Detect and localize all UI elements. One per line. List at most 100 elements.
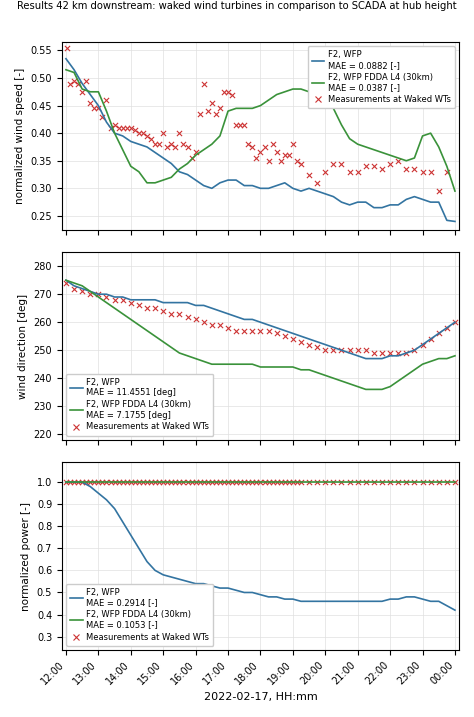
Point xyxy=(248,325,256,336)
Y-axis label: wind direction [deg]: wind direction [deg] xyxy=(18,293,28,399)
Point xyxy=(62,277,70,289)
Point xyxy=(204,105,211,117)
Point xyxy=(78,86,86,98)
Point xyxy=(143,476,151,488)
Point xyxy=(240,325,248,336)
Point xyxy=(99,476,106,488)
Point xyxy=(192,313,200,325)
Point xyxy=(265,476,273,488)
Point xyxy=(111,476,118,488)
Point xyxy=(188,152,195,163)
Point xyxy=(200,476,208,488)
Point xyxy=(127,122,135,133)
Point xyxy=(240,476,248,488)
Point xyxy=(378,163,386,175)
Point xyxy=(167,138,175,150)
Point xyxy=(297,158,305,169)
Point xyxy=(273,147,281,158)
Point xyxy=(184,311,191,323)
Point xyxy=(200,316,208,328)
Point xyxy=(293,476,301,488)
Point xyxy=(313,476,321,488)
Point xyxy=(172,141,179,153)
Point xyxy=(419,339,426,351)
Point xyxy=(370,161,378,172)
Point xyxy=(253,152,260,163)
Point xyxy=(147,133,155,144)
Point xyxy=(127,297,135,308)
Point xyxy=(289,476,297,488)
Point xyxy=(127,476,135,488)
Point xyxy=(410,163,418,175)
Point xyxy=(378,347,386,358)
Point xyxy=(427,476,435,488)
Point xyxy=(237,119,244,130)
Point xyxy=(159,128,167,139)
Point xyxy=(443,322,451,333)
Point xyxy=(269,476,276,488)
Point xyxy=(220,86,228,98)
Point xyxy=(386,476,394,488)
Point xyxy=(192,147,200,158)
Point xyxy=(248,141,256,153)
Point xyxy=(273,328,281,339)
Point xyxy=(419,476,426,488)
Point xyxy=(147,476,155,488)
Point xyxy=(176,476,183,488)
Point xyxy=(253,476,260,488)
Point xyxy=(427,333,435,345)
Point xyxy=(256,325,264,336)
Point xyxy=(281,331,289,342)
Point xyxy=(240,119,248,130)
Legend: F2, WFP
MAE = 11.4551 [deg], F2, WFP FDDA L4 (30km)
MAE = 7.1755 [deg], Measurem: F2, WFP MAE = 11.4551 [deg], F2, WFP FDD… xyxy=(66,374,213,436)
Point xyxy=(245,138,252,150)
Point xyxy=(346,344,354,356)
Point xyxy=(277,155,284,166)
Point xyxy=(265,155,273,166)
Point xyxy=(180,138,187,150)
Point xyxy=(74,77,82,89)
Point xyxy=(329,158,337,169)
Point xyxy=(289,138,297,150)
Point xyxy=(86,288,94,300)
Point xyxy=(82,476,90,488)
Point xyxy=(224,322,232,333)
Point xyxy=(237,476,244,488)
Point xyxy=(103,291,110,303)
Point xyxy=(216,476,224,488)
Point xyxy=(305,476,313,488)
Point xyxy=(159,305,167,317)
Point xyxy=(386,158,394,169)
Point xyxy=(188,476,195,488)
Point xyxy=(245,476,252,488)
Point xyxy=(354,476,362,488)
Point xyxy=(212,108,219,120)
Point xyxy=(378,476,386,488)
Point xyxy=(451,316,459,328)
Point xyxy=(99,111,106,123)
Point xyxy=(297,336,305,348)
Point xyxy=(293,155,301,166)
Point xyxy=(143,130,151,142)
Point xyxy=(176,308,183,320)
Point xyxy=(402,476,410,488)
Point xyxy=(305,339,313,351)
Point xyxy=(86,476,94,488)
Point xyxy=(135,476,143,488)
Point xyxy=(167,476,175,488)
Point xyxy=(337,344,345,356)
Point xyxy=(394,476,402,488)
Point xyxy=(78,285,86,297)
Point xyxy=(443,166,451,178)
Point xyxy=(269,138,276,150)
Point xyxy=(261,141,268,153)
Point xyxy=(212,476,219,488)
Point xyxy=(151,476,159,488)
Point xyxy=(111,294,118,305)
Point xyxy=(91,103,98,114)
Point xyxy=(95,103,102,114)
Point xyxy=(394,155,402,166)
Point xyxy=(103,95,110,106)
Point xyxy=(139,128,147,139)
Point xyxy=(305,168,313,180)
